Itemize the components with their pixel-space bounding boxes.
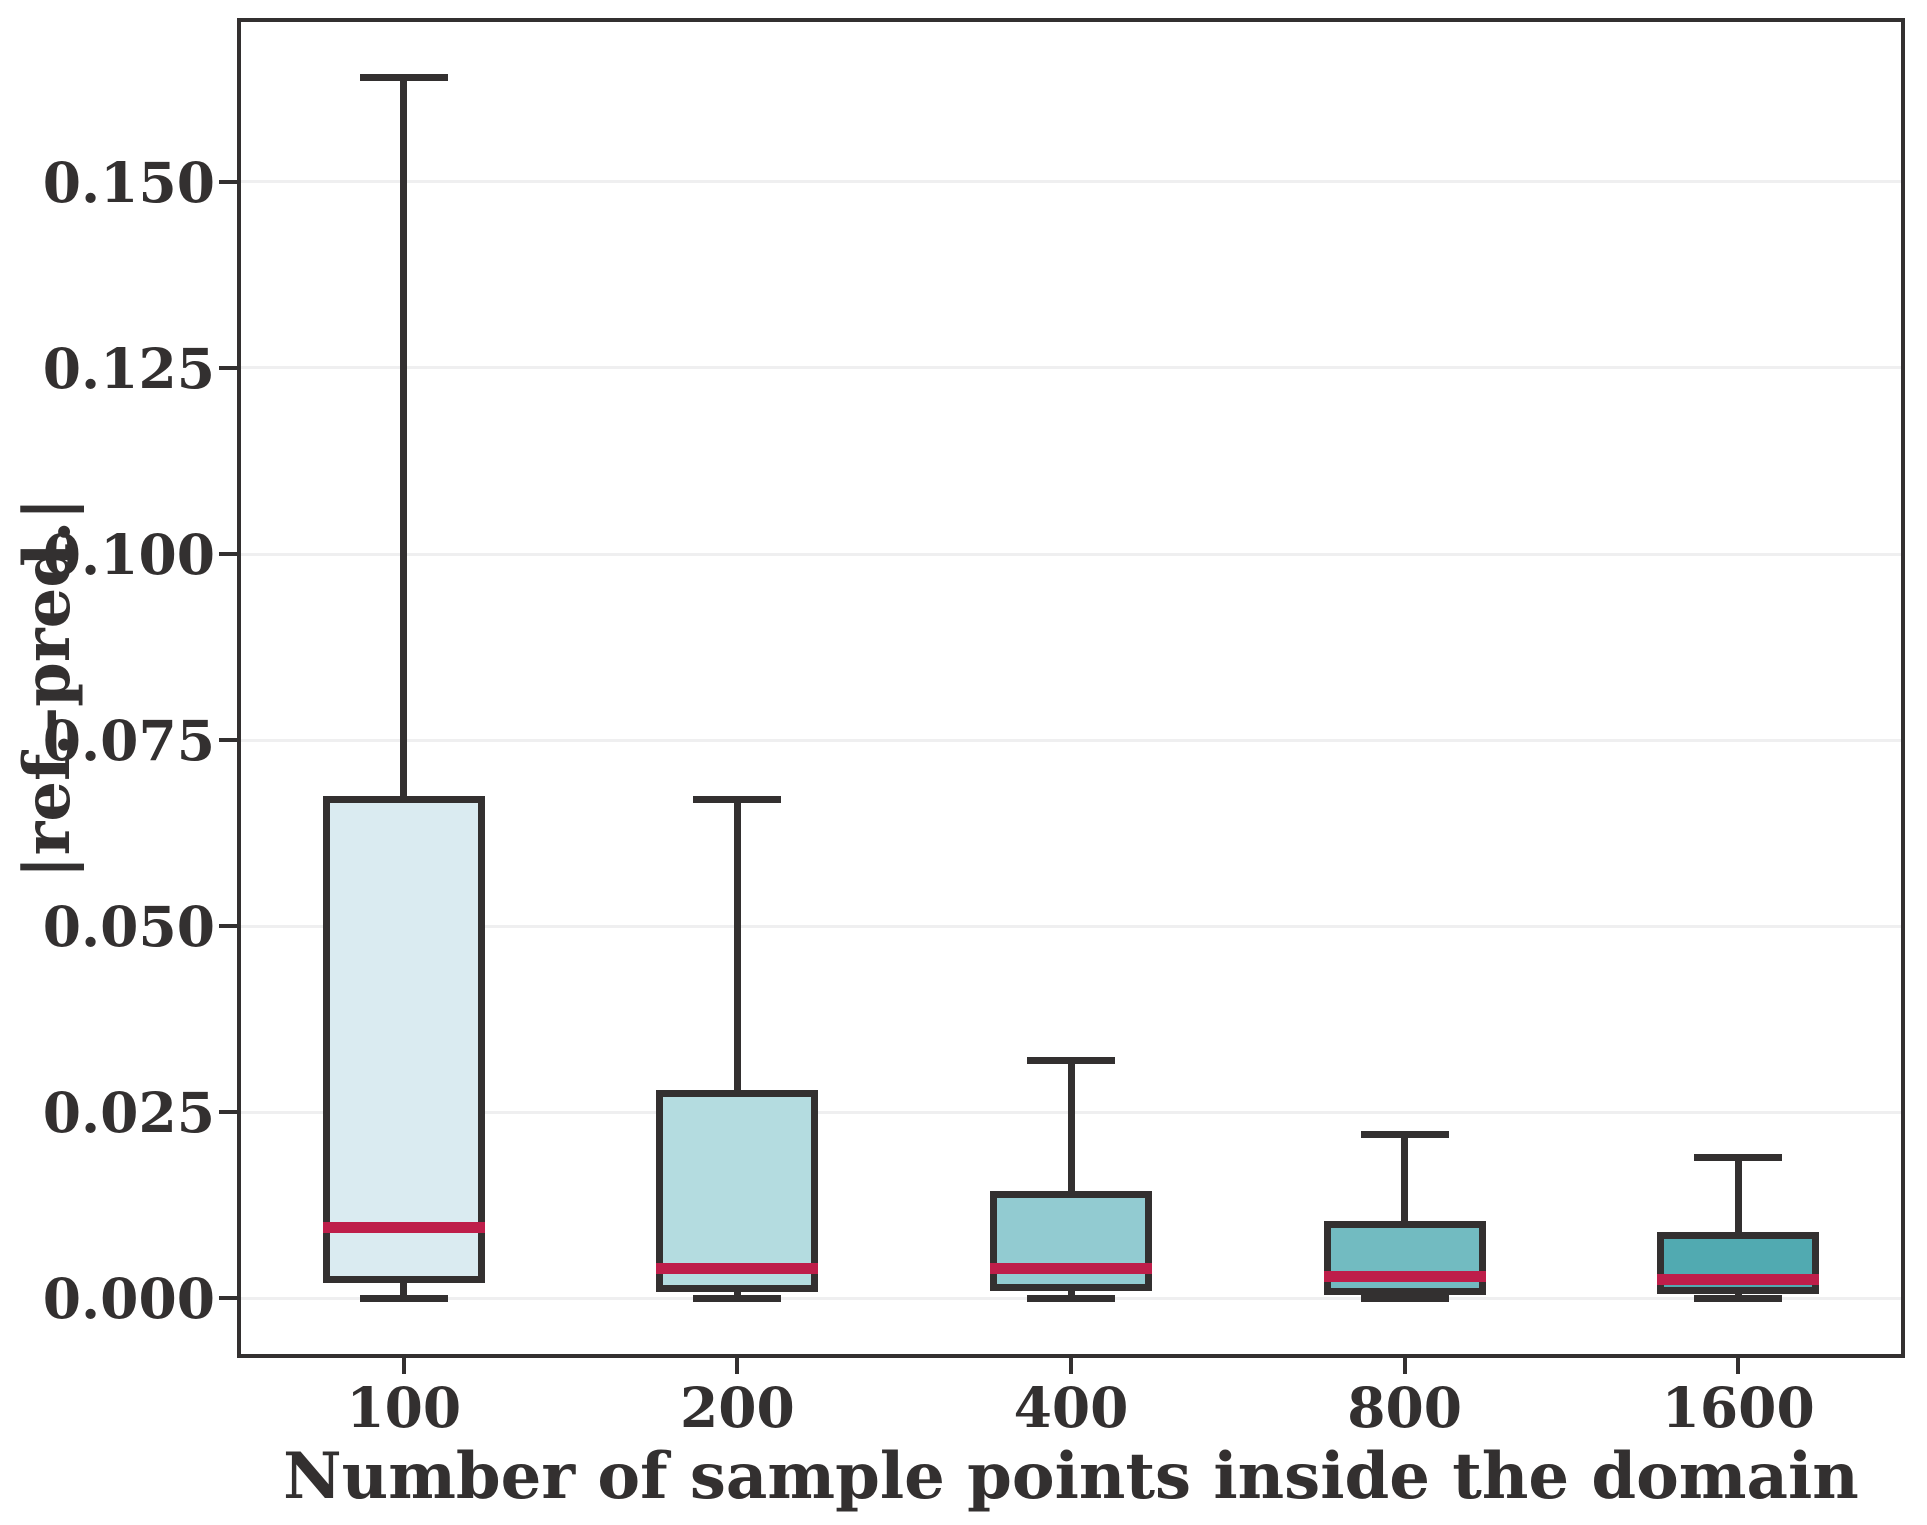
median-1600 [1657,1274,1820,1286]
upper-whisker-cap-800 [1360,1131,1449,1139]
x-tick-mark [735,1358,740,1374]
lower-whisker-100 [400,1279,408,1299]
lower-whisker-200 [733,1288,741,1299]
x-tick-label: 800 [1347,1375,1462,1440]
y-tick-label: 0.000 [42,1266,215,1332]
upper-whisker-100 [400,77,408,800]
y-gridline [241,738,1901,742]
upper-whisker-1600 [1734,1157,1742,1236]
y-tick-mark [219,738,237,743]
box-200 [656,1090,819,1293]
median-400 [990,1263,1152,1275]
upper-whisker-800 [1401,1134,1409,1224]
x-tick-mark [1069,1358,1073,1374]
lower-whisker-cap-800 [1360,1294,1449,1302]
y-tick-label: 0.075 [42,708,215,774]
upper-whisker-400 [1067,1060,1075,1195]
lower-whisker-cap-100 [359,1294,448,1302]
lower-whisker-cap-1600 [1694,1294,1783,1302]
y-tick-mark [219,1296,237,1301]
y-tick-label: 0.050 [42,894,215,960]
x-tick-label: 200 [679,1375,795,1440]
y-tick-label: 0.100 [42,522,215,587]
lower-whisker-800 [1401,1291,1409,1299]
upper-whisker-200 [733,799,741,1094]
x-tick-label: 400 [1013,1375,1129,1440]
lower-whisker-cap-200 [693,1294,782,1302]
upper-whisker-cap-1600 [1694,1153,1783,1161]
lower-whisker-1600 [1734,1291,1742,1299]
y-tick-label: 0.025 [42,1080,215,1146]
y-tick-mark [219,179,237,184]
y-gridline [241,366,1901,370]
y-tick-mark [219,1110,237,1115]
upper-whisker-cap-100 [359,74,448,82]
y-tick-mark [219,365,237,370]
y-tick-label: 0.150 [42,149,215,215]
x-tick-label: 100 [346,1375,462,1440]
upper-whisker-cap-400 [1027,1056,1115,1064]
x-tick-mark [1736,1358,1741,1374]
x-tick-mark [401,1358,406,1374]
box-100 [322,796,485,1284]
lower-whisker-cap-400 [1027,1294,1115,1302]
median-800 [1323,1270,1486,1282]
upper-whisker-cap-200 [693,796,782,804]
lower-whisker-400 [1067,1287,1075,1299]
y-tick-label: 0.125 [42,335,215,401]
box-800 [1323,1220,1486,1295]
median-200 [656,1263,819,1275]
y-tick-mark [219,924,237,929]
x-tick-label: 1600 [1661,1375,1815,1440]
y-gridline [241,180,1901,184]
y-axis-title: |ref.-pred.| [10,497,85,879]
y-gridline [241,924,1901,928]
y-gridline [241,552,1901,556]
y-tick-mark [219,552,237,556]
x-tick-mark [1402,1358,1407,1374]
x-axis-title: Number of sample points inside the domai… [283,1439,1859,1514]
median-100 [322,1222,485,1234]
box-400 [990,1190,1152,1291]
